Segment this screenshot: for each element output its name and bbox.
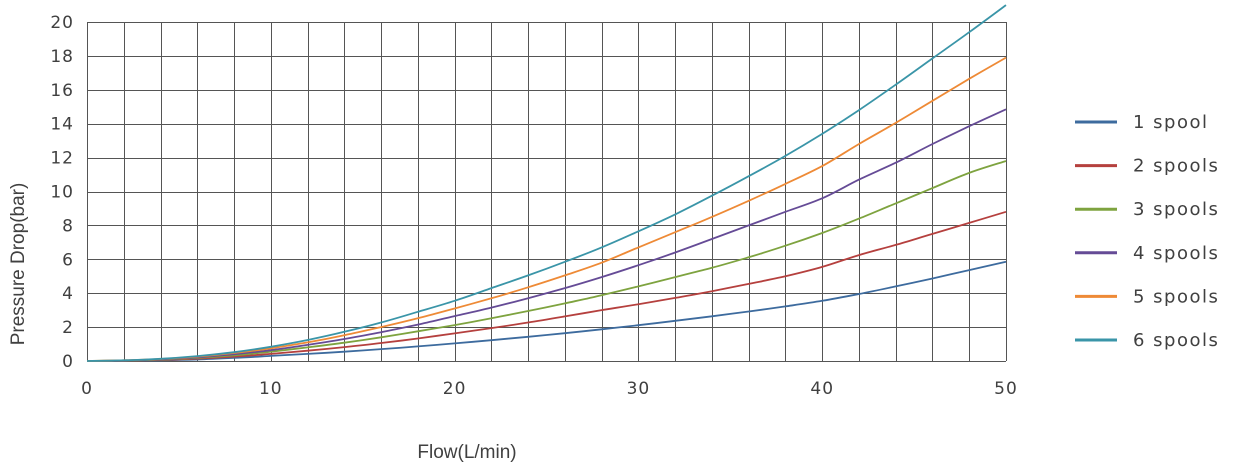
series-line xyxy=(86,108,1007,362)
legend-item: 6 spools xyxy=(1075,330,1219,351)
legend-item: 5 spools xyxy=(1075,286,1219,307)
y-tick-label: 20 xyxy=(50,13,74,33)
y-tick-label: 2 xyxy=(62,318,74,338)
legend-label: 4 spools xyxy=(1133,243,1219,264)
series-line xyxy=(86,160,1007,362)
x-tick-label: 40 xyxy=(810,379,834,399)
x-tick-label: 50 xyxy=(994,379,1018,399)
x-tick-label: 30 xyxy=(627,379,651,399)
legend-label: 5 spools xyxy=(1133,286,1219,307)
legend-item: 1 spool xyxy=(1075,112,1209,133)
legend-item: 4 spools xyxy=(1075,243,1219,264)
legend: 1 spool 2 spools 3 spools 4 spools 5 spools 6… xyxy=(1075,112,1219,351)
series-line xyxy=(86,210,1007,362)
y-tick-label: 8 xyxy=(62,216,74,236)
y-tick-label: 12 xyxy=(50,149,74,169)
y-tick-label: 10 xyxy=(50,183,74,203)
grid xyxy=(87,22,1007,362)
y-tick-label: 0 xyxy=(62,352,74,372)
x-axis-title: Flow(L/min) xyxy=(417,442,516,463)
legend-label: 1 spool xyxy=(1133,112,1209,133)
legend-item: 2 spools xyxy=(1075,156,1219,177)
legend-label: 3 spools xyxy=(1133,199,1219,220)
y-tick-labels: 0 2 4 6 8 10 12 14 16 18 20 xyxy=(50,13,74,372)
legend-label: 6 spools xyxy=(1133,330,1219,351)
series-lines xyxy=(86,4,1007,362)
x-tick-labels: 0 10 20 30 40 50 xyxy=(81,379,1018,399)
y-tick-label: 18 xyxy=(50,47,74,67)
y-tick-label: 6 xyxy=(62,250,74,270)
x-tick-label: 10 xyxy=(259,379,283,399)
x-tick-label: 20 xyxy=(443,379,467,399)
y-axis-title: Pressure Drop(bar) xyxy=(8,183,29,346)
series-line xyxy=(86,260,1007,362)
y-tick-label: 4 xyxy=(62,284,74,304)
legend-label: 2 spools xyxy=(1133,156,1219,177)
series-line xyxy=(86,4,1007,362)
y-tick-label: 16 xyxy=(50,81,74,101)
x-tick-label: 0 xyxy=(81,379,93,399)
legend-item: 3 spools xyxy=(1075,199,1219,220)
y-tick-label: 14 xyxy=(50,115,74,135)
